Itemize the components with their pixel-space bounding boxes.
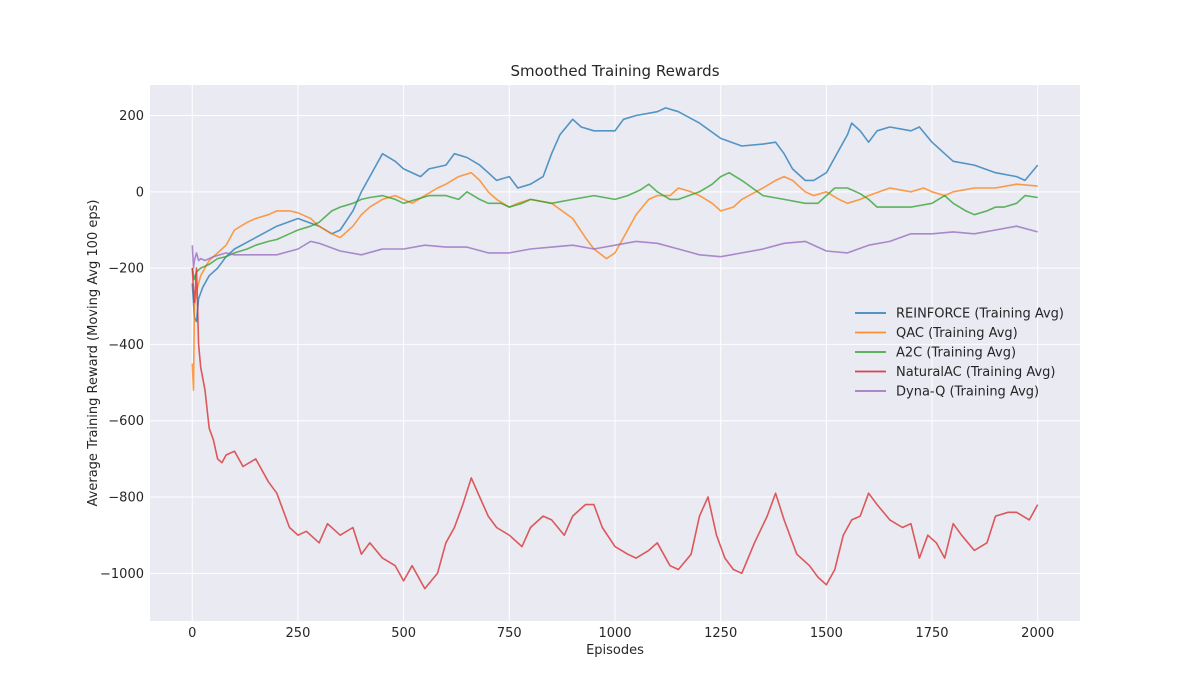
series-line-4 <box>191 225 1038 269</box>
y-tick-labels: −1000 −800 −600 −400 −200 0 200 <box>100 109 144 582</box>
legend-entry: A2C (Training Avg) <box>896 346 1016 361</box>
legend: REINFORCE (Training Avg) QAC (Training Av… <box>855 307 1064 400</box>
x-tick-label: 500 <box>391 626 416 641</box>
y-tick-label: −200 <box>108 262 144 277</box>
legend-entry: Dyna-Q (Training Avg) <box>896 385 1039 400</box>
legend-entry: REINFORCE (Training Avg) <box>896 307 1064 322</box>
y-tick-label: −400 <box>108 338 144 353</box>
y-tick-label: 0 <box>136 185 144 200</box>
grid-lines <box>150 85 1080 621</box>
x-tick-label: 750 <box>497 626 522 641</box>
legend-entry: NaturalAC (Training Avg) <box>896 365 1055 380</box>
chart-title: Smoothed Training Rewards <box>510 62 719 80</box>
y-tick-label: 200 <box>119 109 144 124</box>
x-axis-label: Episodes <box>586 643 644 658</box>
y-tick-label: −800 <box>108 491 144 506</box>
x-tick-label: 1250 <box>704 626 737 641</box>
series-lines <box>191 107 1039 590</box>
x-tick-label: 1500 <box>810 626 843 641</box>
y-tick-label: −1000 <box>100 567 144 582</box>
series-line-2 <box>191 171 1038 281</box>
x-tick-label: 250 <box>286 626 311 641</box>
y-axis-label: Average Training Reward (Moving Avg 100 … <box>86 200 101 507</box>
y-tick-label: −600 <box>108 414 144 429</box>
x-tick-label: 1750 <box>915 626 948 641</box>
x-tick-label: 1000 <box>598 626 631 641</box>
x-tick-label: 0 <box>188 626 196 641</box>
series-line-3 <box>191 267 1039 590</box>
series-line-1 <box>191 171 1038 392</box>
x-tick-label: 2000 <box>1021 626 1054 641</box>
series-line-0 <box>191 107 1039 323</box>
x-tick-labels: 0 250 500 750 1000 1250 1500 1750 2000 <box>188 626 1054 641</box>
legend-entry: QAC (Training Avg) <box>896 326 1018 341</box>
